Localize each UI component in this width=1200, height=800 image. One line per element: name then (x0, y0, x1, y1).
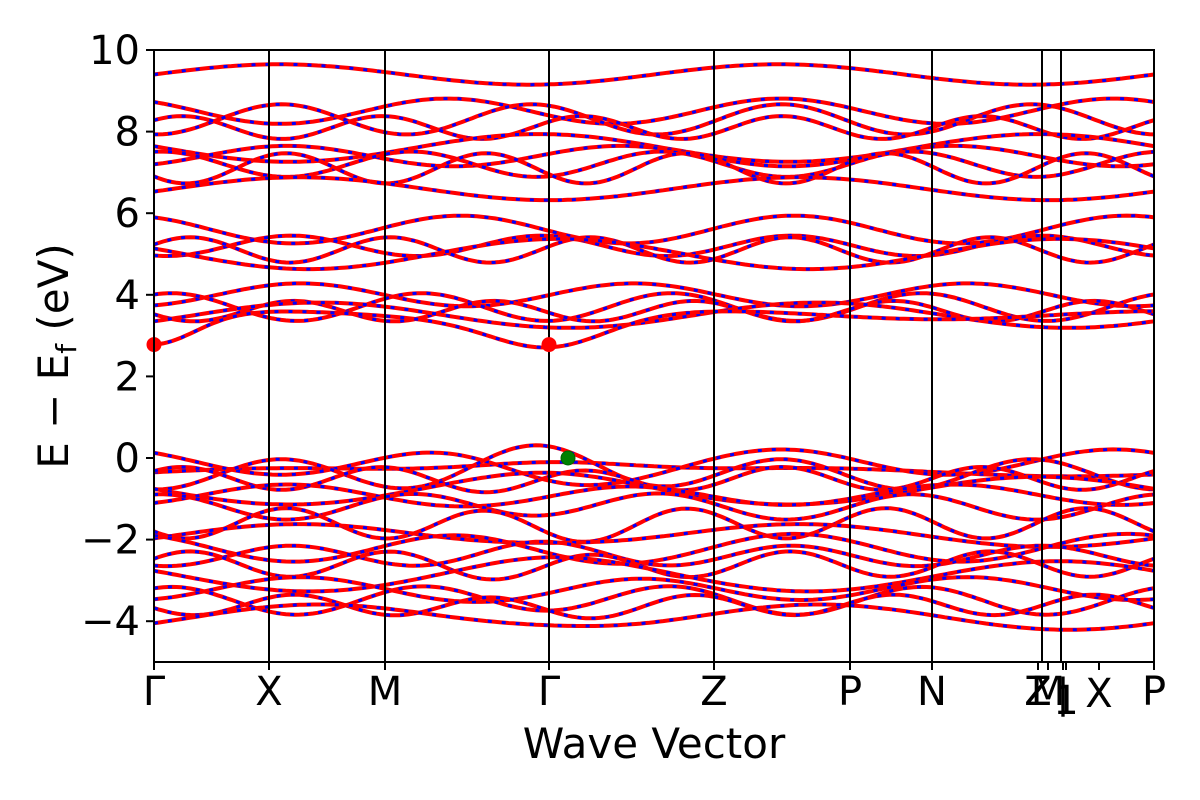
band-line-spin-down (153, 132, 1155, 164)
y-axis-title-main: E − E (29, 354, 78, 469)
band-line-spin-down (153, 235, 1155, 265)
band-line-spin-down (153, 281, 1155, 308)
x-tick-label: Z (700, 669, 727, 715)
x-tick-label: | (1056, 671, 1069, 717)
y-tick-label: 6 (115, 191, 140, 237)
band-line-spin-down (153, 584, 1155, 617)
band-line-spin-down (153, 482, 1155, 508)
x-tick-label: X (255, 669, 282, 715)
band-line-spin-up (153, 151, 1155, 186)
y-tick-label: −4 (81, 599, 140, 645)
band-line-spin-down (153, 214, 1155, 245)
vbm-marker (560, 450, 576, 466)
band-line-spin-up (153, 460, 1155, 479)
band-line-spin-down (153, 555, 1155, 593)
x-tick-label: M (368, 669, 403, 715)
x-tick-label: X (1085, 671, 1112, 717)
band-line-spin-down (153, 593, 1155, 620)
x-tick-label: N (917, 669, 947, 715)
band-line-spin-up (153, 602, 1155, 632)
x-tick-label: Z (1024, 669, 1051, 715)
band-line-spin-down (153, 532, 1155, 566)
x-tick-label: 1 (1053, 678, 1078, 724)
x-tick-label: Γ (143, 669, 166, 715)
band-line-spin-down (153, 291, 1155, 323)
high-symmetry-lines (268, 50, 1062, 662)
band-line-spin-down (153, 575, 1155, 604)
x-axis-ticks: Γ X M Γ Z P N ZM1| X P (143, 662, 1166, 724)
band-line-spin-down (153, 97, 1155, 126)
y-tick-label: 8 (115, 110, 140, 156)
plot-frame (153, 49, 1155, 663)
y-tick-label: 2 (115, 354, 140, 400)
band-line-spin-down (153, 465, 1155, 494)
band-line-spin-down (153, 114, 1155, 141)
x-tick-label: M (1031, 669, 1066, 715)
band-line-spin-up (153, 175, 1155, 203)
x-tick-label: Γ (538, 669, 561, 715)
band-line-spin-up (153, 309, 1154, 350)
band-line-spin-down (153, 237, 1155, 271)
y-tick-label: 4 (115, 273, 140, 319)
x-tick-label: P (838, 669, 862, 715)
y-tick-label: 10 (89, 28, 140, 74)
band-lines (153, 62, 1155, 632)
band-line-spin-down (153, 144, 1155, 168)
band-line-spin-up (153, 62, 1155, 87)
y-axis-ticks: 10 8 6 4 2 0 −2 −4 (81, 28, 154, 645)
y-axis-title-subscript: f (50, 343, 83, 354)
y-tick-label: 0 (115, 436, 140, 482)
band-line-spin-down (154, 102, 1155, 136)
band-line-spin-down (153, 540, 1155, 568)
x-axis-title: Wave Vector (523, 719, 786, 768)
band-line-spin-up (153, 506, 1155, 544)
band-line-spin-down (153, 447, 1155, 487)
cbm-marker (541, 337, 557, 353)
band-line-spin-up (153, 300, 1155, 330)
y-axis-title-unit: (eV) (29, 243, 78, 344)
x-tick-label: P (1142, 669, 1166, 715)
band-line-spin-down (153, 234, 1155, 258)
y-axis-title: E − Ef (eV) (29, 243, 83, 469)
band-edge-markers (146, 337, 576, 466)
band-line-spin-up (153, 522, 1155, 549)
band-line-spin-down (153, 150, 1155, 179)
y-tick-label: −2 (81, 518, 140, 564)
